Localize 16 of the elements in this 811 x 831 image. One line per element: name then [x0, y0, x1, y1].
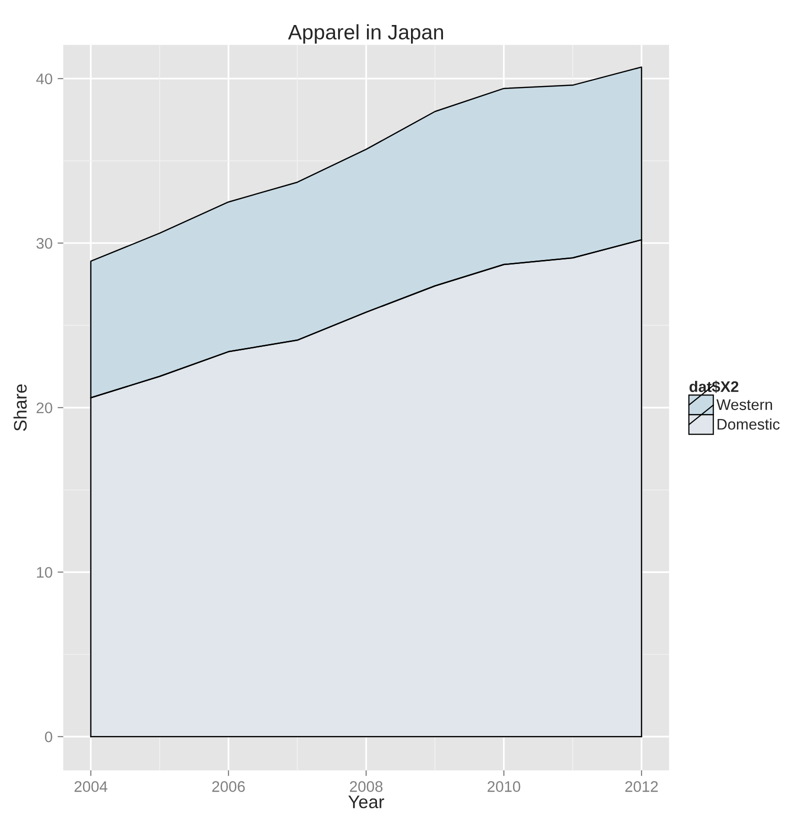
- y-tick-label: 40: [36, 73, 52, 84]
- chart-title: Apparel in Japan: [288, 24, 443, 44]
- legend-title: dat$X2: [690, 380, 738, 394]
- y-tick-label: 10: [37, 566, 52, 578]
- y-tick-label: 0: [44, 731, 52, 742]
- x-tick-label: 2006: [212, 781, 245, 792]
- x-tick-label: 2008: [350, 781, 382, 792]
- legend-label: Western: [716, 399, 772, 410]
- y-tick-label: 30: [36, 238, 52, 249]
- x-axis-title: Year: [348, 796, 384, 808]
- legend-label: Domestic: [718, 418, 780, 430]
- y-tick-label: 20: [36, 402, 52, 414]
- y-axis-title: Share: [13, 384, 27, 431]
- x-tick-label: 2010: [488, 781, 520, 792]
- x-tick-label: 2004: [74, 781, 108, 792]
- x-tick-label: 2012: [625, 781, 658, 792]
